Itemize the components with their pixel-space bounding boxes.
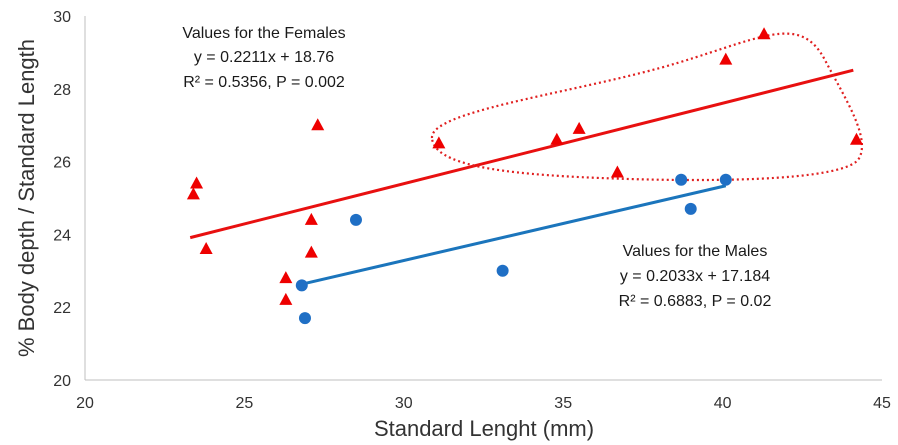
females-trendline bbox=[189, 68, 854, 240]
female-data-point bbox=[610, 165, 624, 178]
male-data-point bbox=[496, 264, 509, 277]
male-data-point bbox=[349, 213, 362, 226]
female-data-point bbox=[279, 292, 293, 305]
female-data-point bbox=[190, 176, 204, 189]
female-data-point bbox=[757, 27, 771, 40]
male-data-point bbox=[719, 173, 732, 186]
y-tick-label: 22 bbox=[53, 300, 71, 317]
female-data-point bbox=[199, 241, 213, 254]
male-data-point bbox=[675, 173, 688, 186]
y-tick-label: 24 bbox=[53, 227, 71, 244]
female-data-point bbox=[279, 271, 293, 284]
female-data-point bbox=[304, 245, 318, 258]
y-tick-label: 28 bbox=[53, 82, 71, 99]
female-data-point bbox=[304, 212, 318, 225]
y-tick-labels: 20 22 24 26 28 30 bbox=[53, 9, 71, 390]
y-tick-label: 30 bbox=[53, 9, 71, 26]
x-tick-label: 30 bbox=[395, 395, 413, 412]
females-annotation-title: Values for the Females bbox=[182, 25, 345, 42]
x-tick-label: 25 bbox=[236, 395, 254, 412]
y-axis-title: % Body depth / Standard Length bbox=[14, 39, 39, 357]
female-data-point bbox=[849, 132, 863, 145]
female-data-point bbox=[432, 136, 446, 149]
x-axis-title: Standard Lenght (mm) bbox=[374, 416, 594, 441]
females-annotation-equation: y = 0.2211x + 18.76 bbox=[194, 49, 334, 66]
male-data-point bbox=[298, 312, 311, 325]
female-data-point bbox=[186, 187, 200, 200]
trendlines bbox=[189, 68, 854, 286]
y-tick-label: 26 bbox=[53, 155, 71, 172]
males-annotation: Values for the Males y = 0.2033x + 17.18… bbox=[619, 243, 772, 310]
female-data-point bbox=[311, 118, 325, 131]
females-annotation: Values for the Females y = 0.2211x + 18.… bbox=[182, 25, 345, 91]
x-tick-label: 40 bbox=[714, 395, 732, 412]
males-trendline bbox=[301, 184, 727, 286]
data-points bbox=[186, 27, 863, 325]
x-tick-label: 45 bbox=[873, 395, 891, 412]
female-data-point bbox=[572, 121, 586, 134]
males-annotation-title: Values for the Males bbox=[623, 243, 768, 260]
x-tick-label: 35 bbox=[554, 395, 572, 412]
females-annotation-stats: R² = 0.5356, P = 0.002 bbox=[183, 74, 345, 91]
highlight-ellipse bbox=[430, 32, 864, 182]
plot-area bbox=[84, 16, 882, 381]
x-tick-labels: 20 25 30 35 40 45 bbox=[76, 395, 891, 412]
female-data-point bbox=[550, 132, 564, 145]
x-tick-label: 20 bbox=[76, 395, 94, 412]
male-data-point bbox=[295, 279, 308, 292]
males-annotation-stats: R² = 0.6883, P = 0.02 bbox=[619, 293, 772, 310]
male-data-point bbox=[684, 202, 697, 215]
males-annotation-equation: y = 0.2033x + 17.184 bbox=[620, 268, 770, 285]
female-data-point bbox=[719, 52, 733, 65]
y-tick-label: 20 bbox=[53, 373, 71, 390]
